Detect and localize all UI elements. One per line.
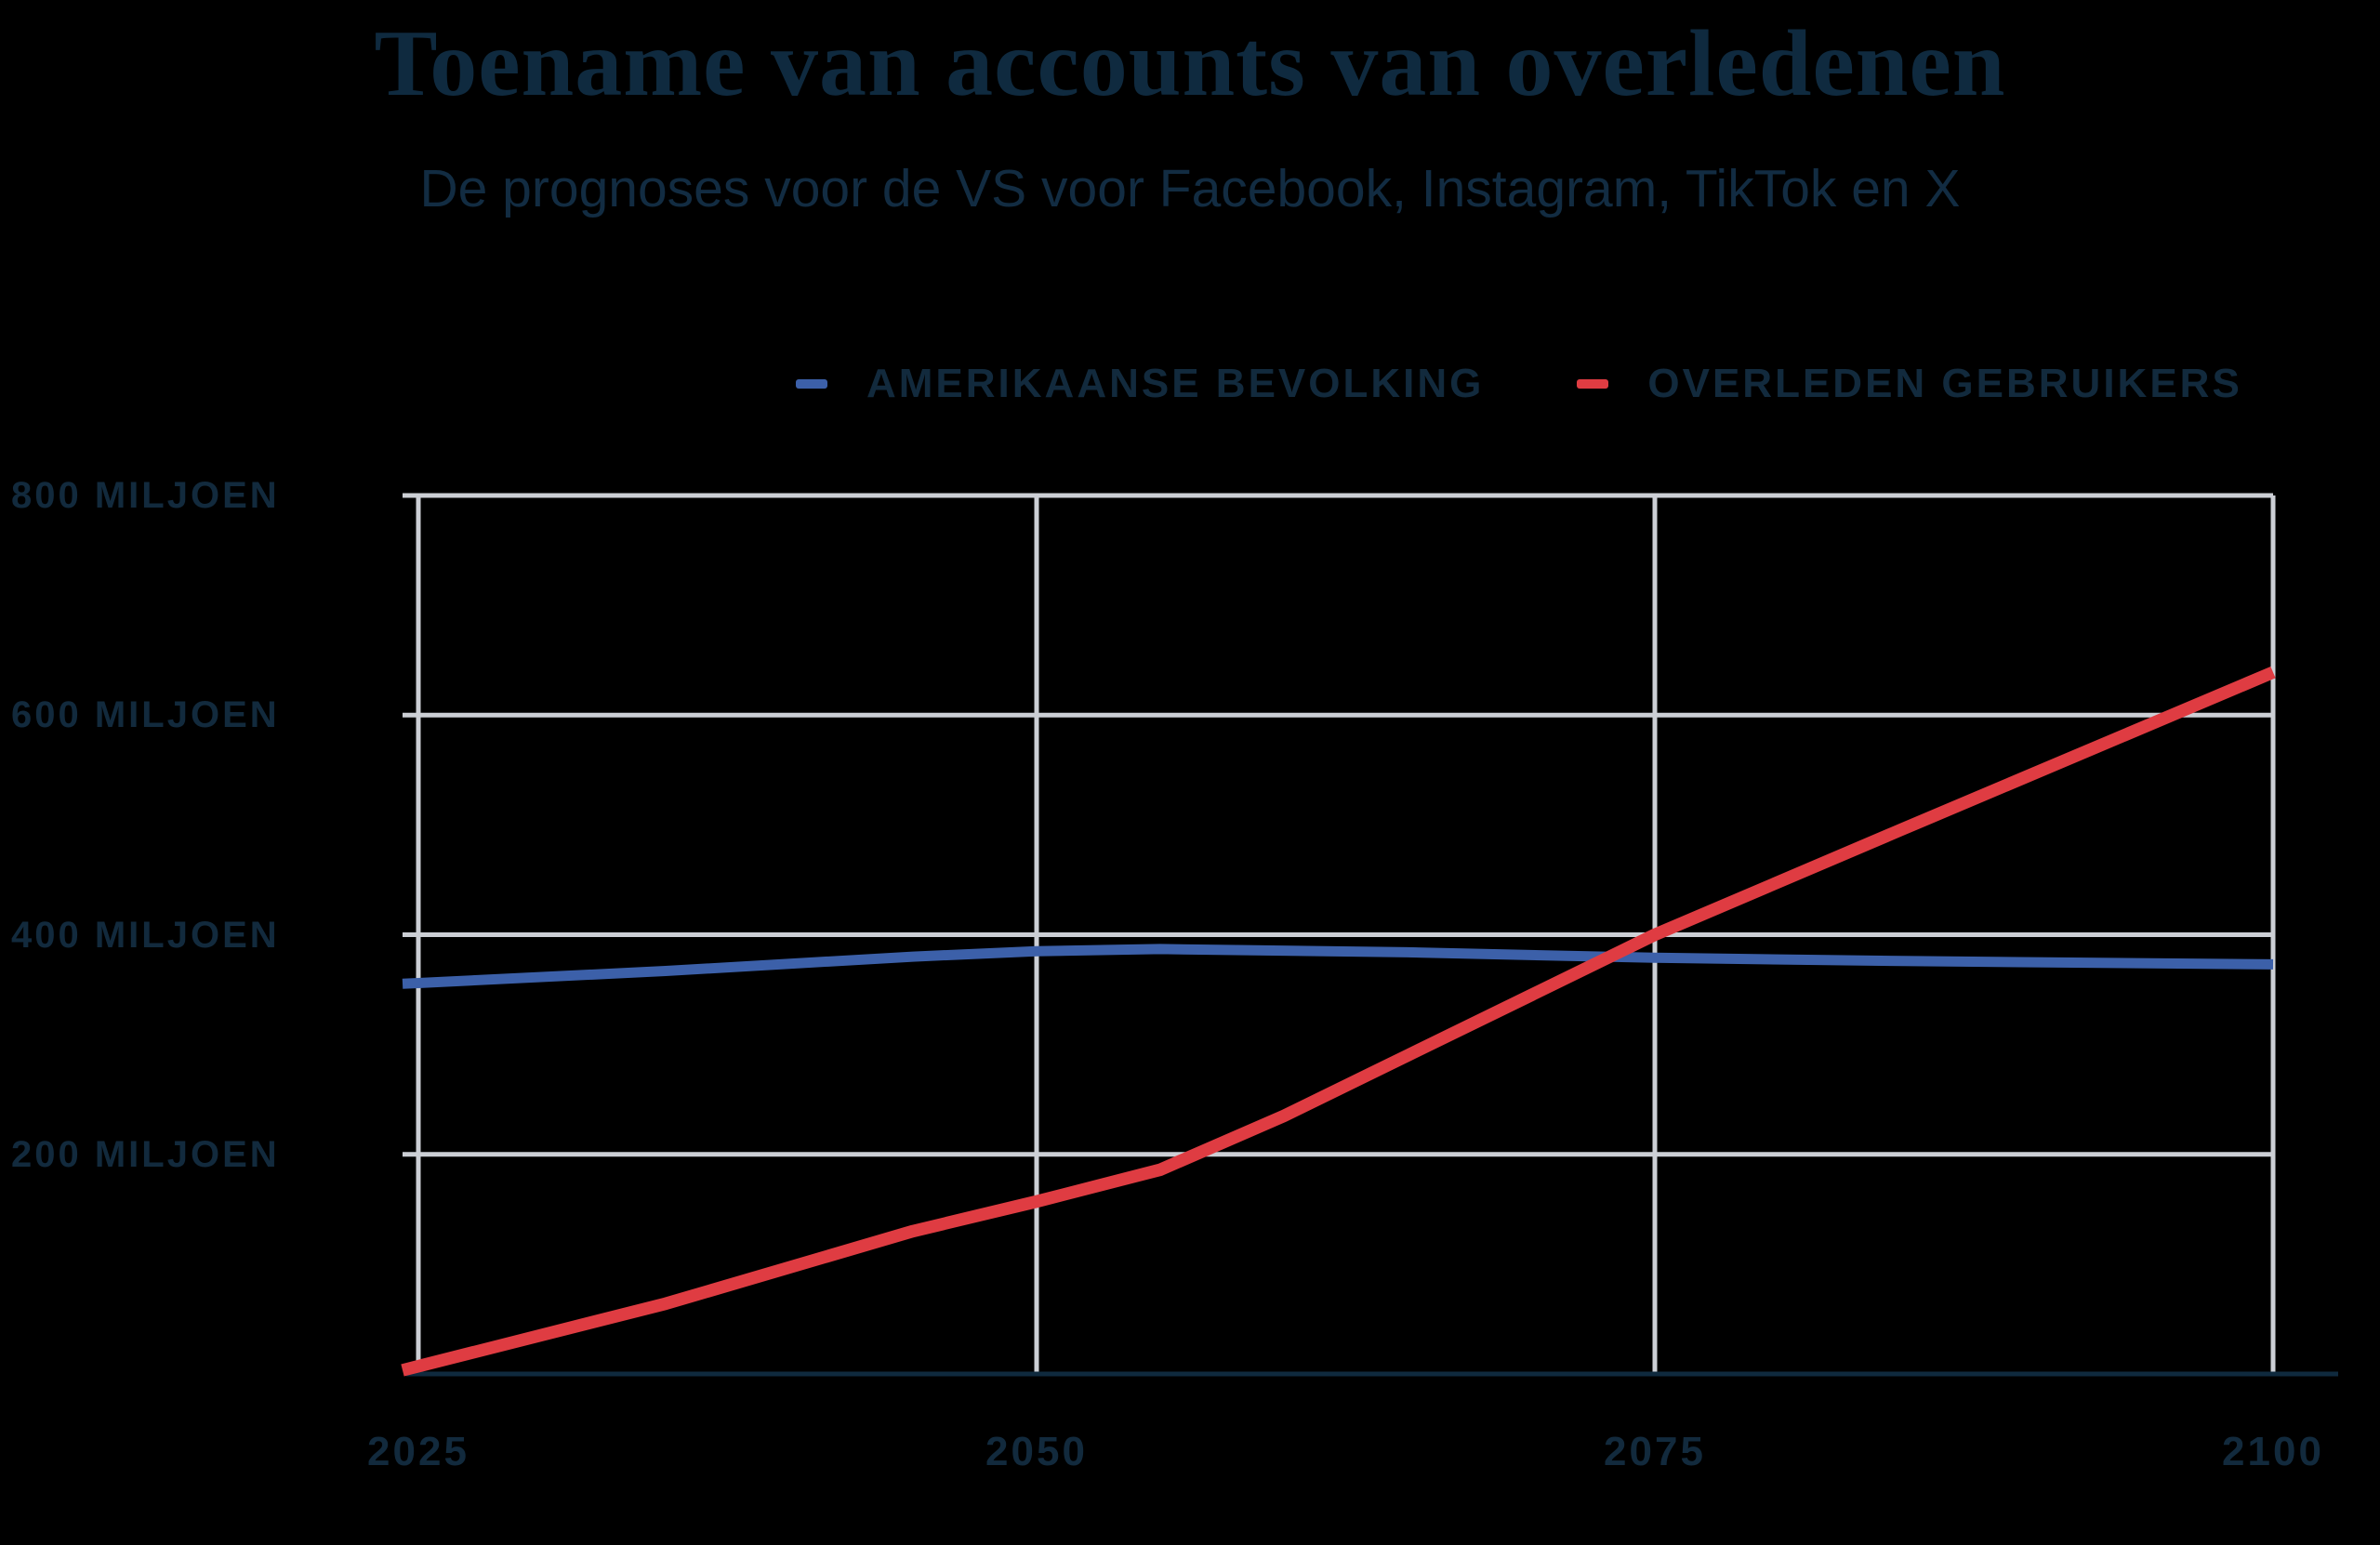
y-tick-label: 800 MILJOEN — [11, 475, 280, 516]
chart-legend: AMERIKAANSE BEVOLKING OVERLEDEN GEBRUIKE… — [796, 361, 2242, 407]
x-tick-label: 2025 — [367, 1429, 469, 1474]
chart-title: Toename van accounts van overledenen — [374, 10, 2006, 116]
x-tick-label: 2100 — [2222, 1429, 2324, 1474]
legend-item-us-population: AMERIKAANSE BEVOLKING — [796, 361, 1484, 407]
legend-label-deceased-users: OVERLEDEN GEBRUIKERS — [1647, 361, 2242, 406]
x-tick-label: 2050 — [985, 1429, 1088, 1474]
y-tick-label: 400 MILJOEN — [11, 914, 280, 956]
y-tick-label: 200 MILJOEN — [11, 1133, 280, 1175]
legend-item-deceased-users: OVERLEDEN GEBRUIKERS — [1577, 361, 2241, 407]
legend-swatch-deceased-users-icon — [1577, 379, 1609, 389]
legend-swatch-us-population-icon — [796, 379, 827, 389]
chart-subtitle: De prognoses voor de VS voor Facebook, I… — [419, 159, 1961, 218]
y-tick-label: 600 MILJOEN — [11, 694, 280, 736]
legend-label-us-population: AMERIKAANSE BEVOLKING — [866, 361, 1485, 406]
x-tick-label: 2075 — [1604, 1429, 1706, 1474]
